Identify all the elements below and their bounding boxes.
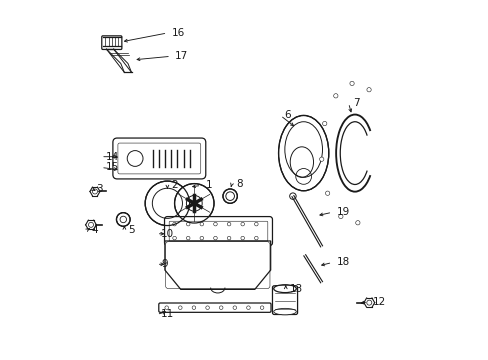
FancyBboxPatch shape	[164, 217, 272, 246]
Circle shape	[325, 191, 329, 195]
Text: 18: 18	[336, 257, 349, 267]
Circle shape	[355, 221, 359, 225]
Circle shape	[145, 181, 189, 226]
Text: 9: 9	[161, 259, 167, 269]
Text: 11: 11	[161, 310, 174, 319]
Text: 7: 7	[352, 98, 359, 108]
Text: 8: 8	[236, 179, 243, 189]
Circle shape	[338, 214, 342, 219]
Ellipse shape	[273, 309, 296, 315]
Circle shape	[366, 87, 370, 92]
Text: 6: 6	[284, 111, 291, 121]
Text: 19: 19	[336, 207, 349, 217]
Polygon shape	[106, 49, 131, 72]
Text: 14: 14	[105, 152, 119, 162]
Text: 17: 17	[175, 51, 188, 61]
Circle shape	[322, 121, 326, 126]
Circle shape	[174, 184, 214, 223]
Circle shape	[127, 150, 142, 166]
Text: 1: 1	[205, 180, 212, 190]
Circle shape	[116, 213, 130, 226]
Text: 3: 3	[96, 184, 103, 194]
Polygon shape	[164, 241, 270, 289]
Text: 13: 13	[289, 284, 303, 294]
Text: 4: 4	[91, 225, 98, 235]
FancyBboxPatch shape	[113, 138, 205, 179]
Circle shape	[333, 94, 337, 98]
Text: 16: 16	[171, 28, 184, 38]
FancyBboxPatch shape	[159, 303, 270, 312]
Text: 10: 10	[161, 229, 174, 239]
FancyBboxPatch shape	[272, 286, 297, 315]
Circle shape	[319, 157, 323, 161]
Ellipse shape	[273, 285, 296, 293]
FancyBboxPatch shape	[102, 36, 122, 49]
Text: 12: 12	[372, 297, 385, 307]
Circle shape	[191, 201, 197, 206]
Text: 15: 15	[105, 162, 119, 172]
Text: 2: 2	[171, 180, 178, 190]
Text: 5: 5	[128, 225, 135, 235]
Circle shape	[223, 189, 237, 203]
Circle shape	[349, 81, 353, 86]
Ellipse shape	[278, 116, 328, 191]
